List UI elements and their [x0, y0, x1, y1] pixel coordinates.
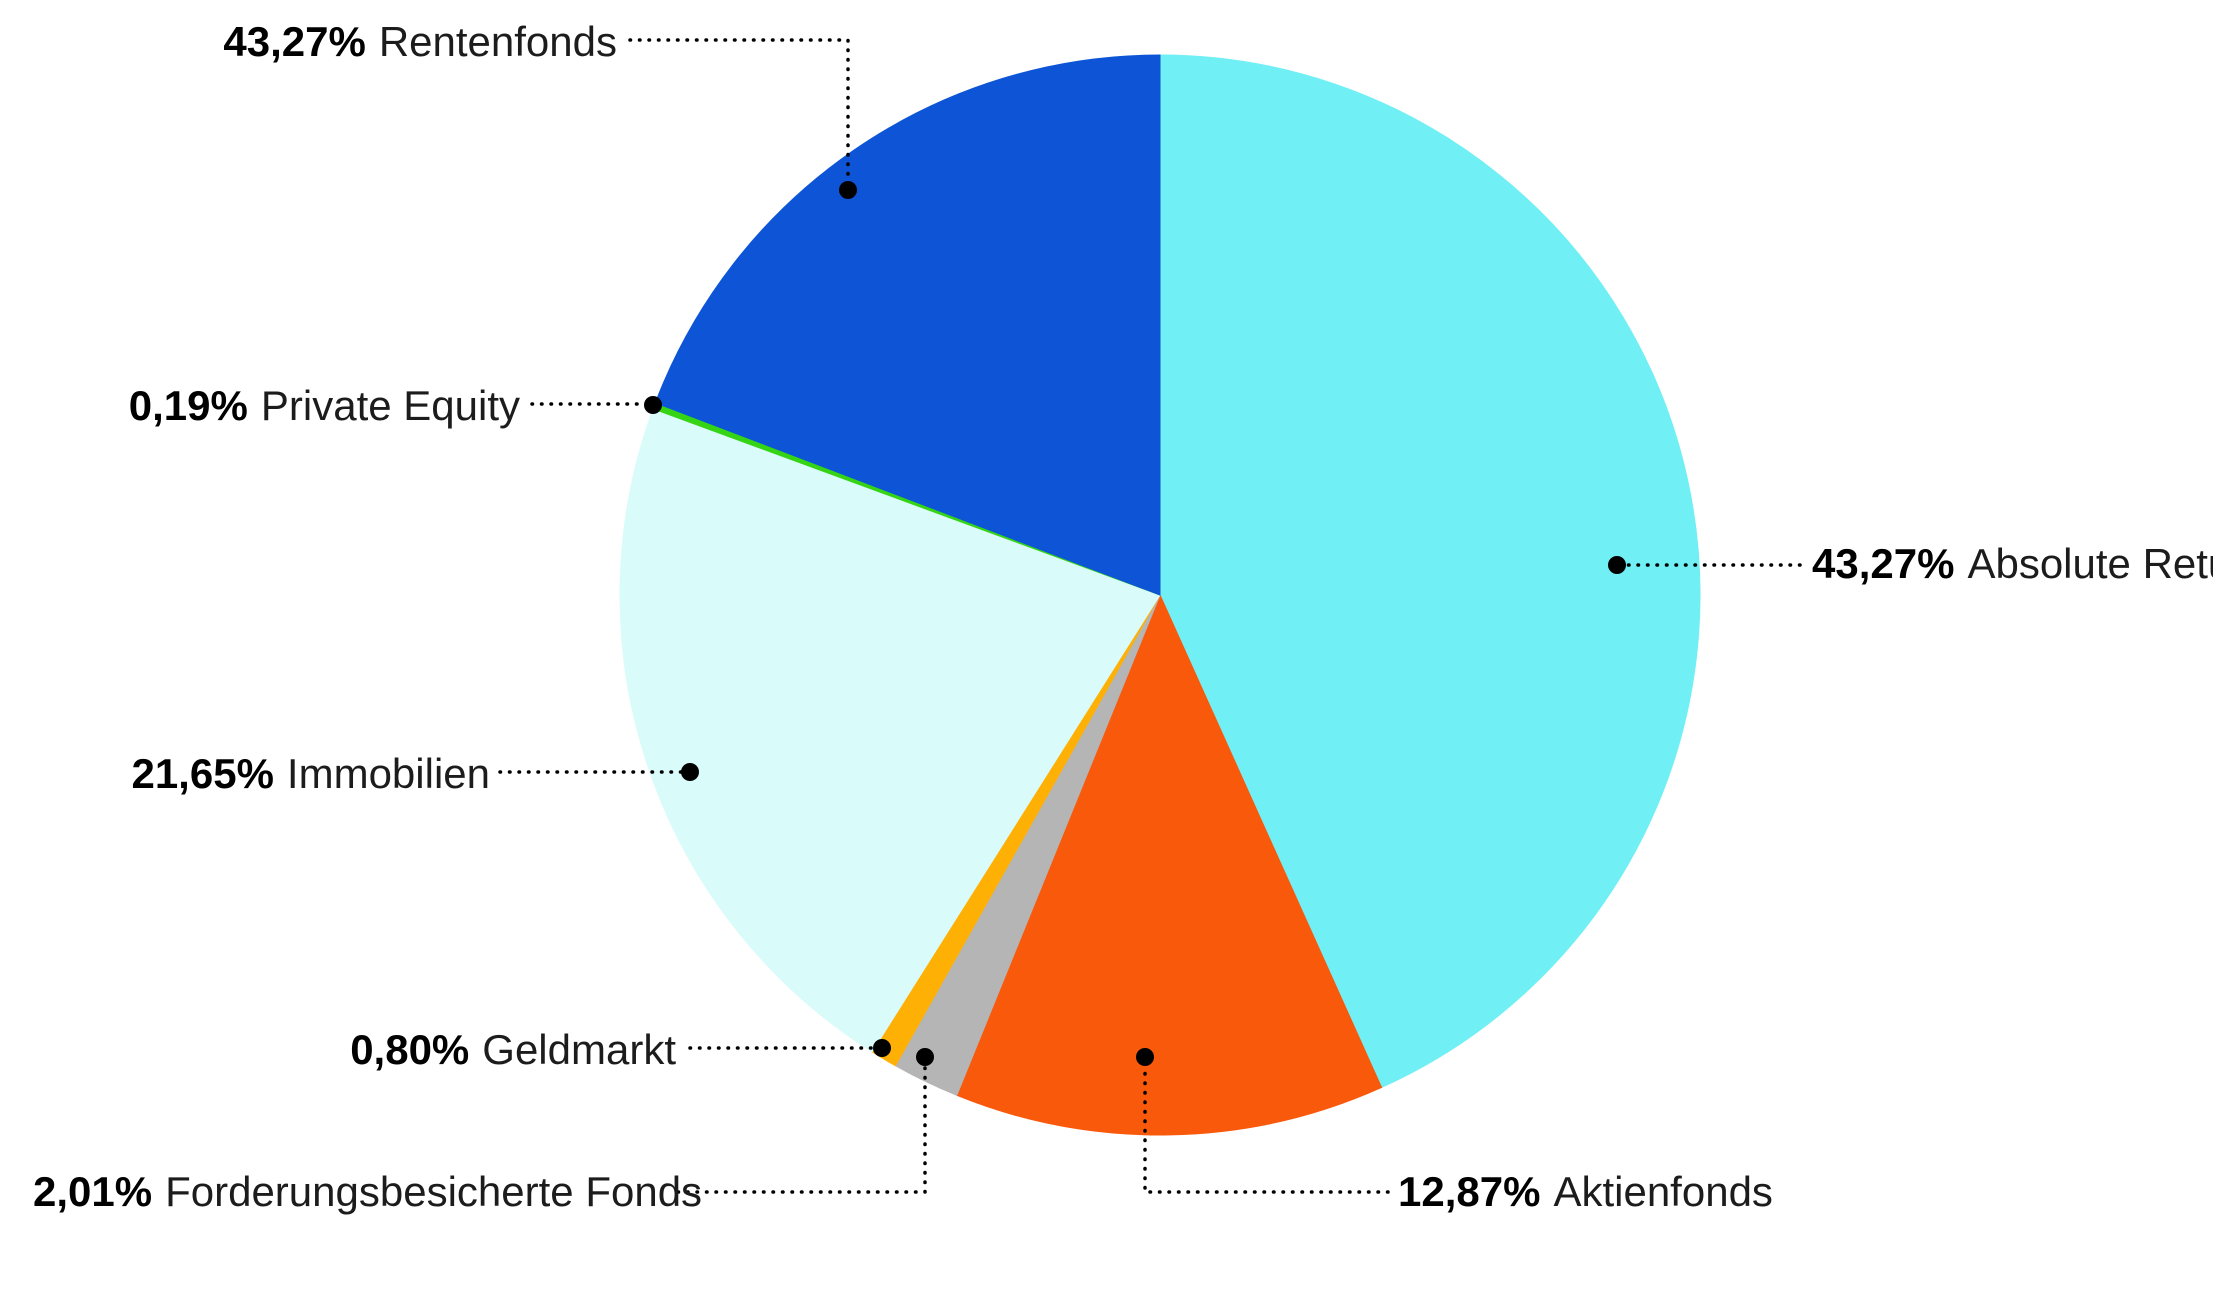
callout-dot-geldmarkt	[873, 1039, 891, 1057]
label-geldmarkt: 0,80% Geldmarkt	[350, 1020, 676, 1080]
label-absolute-return-name: Absolute Return	[1967, 540, 2213, 587]
pie-slice-absolute-return	[1159, 54, 1701, 1089]
callout-dot-rentenfonds	[839, 181, 857, 199]
label-aktienfonds: 12,87% Aktienfonds	[1398, 1162, 1773, 1222]
pie-slice-immobilien	[619, 408, 1161, 1053]
label-geldmarkt-name: Geldmarkt	[482, 1026, 676, 1073]
label-private-equity-pct: 0,19%	[128, 382, 248, 429]
label-immobilien-pct: 21,65%	[131, 750, 274, 797]
label-rentenfonds: 43,27% Rentenfonds	[223, 12, 617, 72]
callout-dot-absolute-return	[1608, 556, 1626, 574]
pie-slice-rentenfonds	[654, 54, 1161, 596]
label-absolute-return-pct: 43,27%	[1812, 540, 1955, 587]
label-private-equity-name: Private Equity	[260, 382, 520, 429]
pie-slices-group	[619, 54, 1701, 1136]
label-immobilien: 21,65% Immobilien	[131, 744, 490, 804]
label-rentenfonds-pct: 43,27%	[223, 18, 366, 65]
label-aktienfonds-name: Aktienfonds	[1553, 1168, 1773, 1215]
label-geldmarkt-pct: 0,80%	[350, 1026, 470, 1073]
label-forderungsbesicherte-fonds-pct: 2,01%	[33, 1168, 153, 1215]
callout-dot-private-equity	[644, 396, 662, 414]
label-private-equity: 0,19% Private Equity	[129, 376, 520, 436]
label-aktienfonds-pct: 12,87%	[1398, 1168, 1541, 1215]
leader-line-forderungsbesicherte-fonds	[676, 1064, 927, 1194]
label-forderungsbesicherte-fonds: 2,01% Forderungsbesicherte Fonds	[33, 1162, 823, 1222]
leader-line-rentenfonds	[628, 38, 850, 186]
callout-dot-forderungsbesicherte-fonds	[916, 1048, 934, 1066]
callout-dot-aktienfonds	[1136, 1048, 1154, 1066]
label-absolute-return: 43,27% Absolute Return	[1812, 534, 2213, 594]
pie-slice-aktienfonds	[956, 593, 1383, 1136]
label-immobilien-name: Immobilien	[286, 750, 490, 797]
callout-dot-immobilien	[681, 763, 699, 781]
label-rentenfonds-name: Rentenfonds	[378, 18, 617, 65]
label-forderungsbesicherte-fonds-name: Forderungsbesicherte Fonds	[165, 1168, 703, 1215]
